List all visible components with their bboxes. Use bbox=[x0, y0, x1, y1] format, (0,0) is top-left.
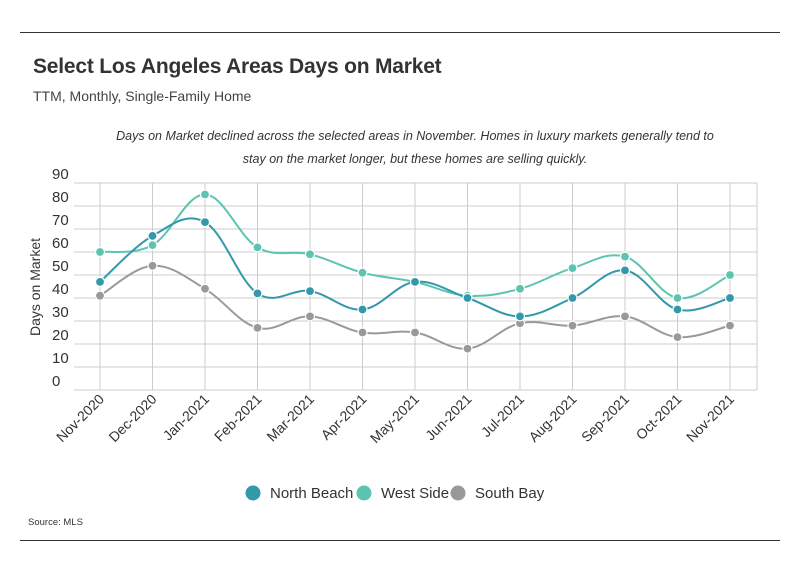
x-tick-label: Feb-2021 bbox=[211, 391, 265, 445]
x-tick-label: Oct-2021 bbox=[633, 391, 685, 443]
x-tick-label: Jul-2021 bbox=[478, 391, 527, 440]
y-tick-label: 90 bbox=[52, 166, 69, 183]
data-point-south-bay bbox=[147, 260, 158, 271]
data-point-north-beach bbox=[724, 292, 736, 304]
x-tick-label: Nov-2020 bbox=[53, 391, 107, 445]
data-point-north-beach bbox=[514, 311, 526, 322]
y-tick-label: 0 bbox=[52, 373, 60, 390]
y-tick-label: 50 bbox=[52, 258, 69, 275]
x-tick-label: Jun-2021 bbox=[422, 391, 475, 444]
y-tick-label: 10 bbox=[52, 350, 69, 367]
data-point-west-side bbox=[304, 249, 316, 260]
chart-annotation: Days on Market declined across the selec… bbox=[116, 129, 714, 166]
data-point-west-side bbox=[672, 292, 683, 304]
x-tick-label: Apr-2021 bbox=[318, 391, 370, 443]
x-tick-label: Mar-2021 bbox=[263, 391, 317, 445]
x-tick-label: May-2021 bbox=[367, 391, 422, 446]
data-point-north-beach bbox=[252, 288, 263, 299]
data-point-south-bay bbox=[357, 327, 368, 338]
x-tick-label: Sep-2021 bbox=[578, 391, 632, 445]
data-point-north-beach bbox=[94, 276, 106, 287]
data-point-west-side bbox=[94, 246, 106, 258]
y-tick-label: 60 bbox=[52, 235, 69, 252]
data-point-north-beach bbox=[619, 265, 631, 276]
data-point-north-beach bbox=[357, 304, 368, 315]
data-point-south-bay bbox=[409, 327, 421, 338]
data-point-south-bay bbox=[672, 332, 683, 343]
data-point-south-bay bbox=[199, 283, 211, 294]
data-point-west-side bbox=[514, 283, 526, 294]
source-note: Source: MLS bbox=[28, 517, 83, 528]
data-point-west-side bbox=[199, 189, 211, 200]
legend-marker-north-beach bbox=[245, 485, 261, 501]
data-point-south-bay bbox=[567, 320, 578, 331]
y-axis-label: Days on Market bbox=[27, 238, 43, 336]
data-point-west-side bbox=[567, 263, 578, 274]
data-point-north-beach bbox=[304, 286, 316, 297]
y-tick-label: 30 bbox=[52, 304, 69, 321]
data-point-south-bay bbox=[252, 322, 263, 333]
data-point-north-beach bbox=[672, 304, 683, 315]
x-tick-label: Dec-2020 bbox=[105, 391, 159, 445]
x-tick-label: Nov-2021 bbox=[683, 391, 737, 445]
data-point-south-bay bbox=[94, 290, 106, 301]
data-point-west-side bbox=[147, 240, 158, 251]
data-point-south-bay bbox=[619, 311, 631, 322]
y-tick-label: 20 bbox=[52, 327, 69, 344]
chart-title: Select Los Angeles Areas Days on Market bbox=[33, 55, 442, 78]
legend-marker-south-bay bbox=[450, 485, 466, 501]
bottom-rule bbox=[20, 540, 780, 541]
data-point-north-beach bbox=[409, 276, 421, 287]
data-point-north-beach bbox=[567, 292, 578, 304]
legend-label-south-bay: South Bay bbox=[475, 485, 545, 502]
data-point-west-side bbox=[252, 242, 263, 253]
y-tick-label: 40 bbox=[52, 281, 69, 298]
y-tick-label: 80 bbox=[52, 189, 69, 206]
data-point-west-side bbox=[724, 269, 736, 281]
data-point-west-side bbox=[619, 251, 631, 262]
data-point-north-beach bbox=[199, 217, 211, 228]
data-point-north-beach bbox=[462, 292, 473, 304]
x-tick-label: Jan-2021 bbox=[160, 391, 213, 444]
data-point-north-beach bbox=[147, 230, 158, 241]
data-point-south-bay bbox=[304, 311, 316, 322]
top-rule bbox=[20, 32, 780, 33]
chart-subtitle: TTM, Monthly, Single-Family Home bbox=[33, 88, 252, 104]
data-point-south-bay bbox=[462, 343, 473, 354]
legend-label-north-beach: North Beach bbox=[270, 485, 353, 502]
data-point-west-side bbox=[357, 267, 368, 278]
y-tick-label: 70 bbox=[52, 212, 69, 229]
x-tick-label: Aug-2021 bbox=[525, 391, 579, 445]
legend-marker-west-side bbox=[356, 485, 372, 501]
data-point-south-bay bbox=[724, 320, 736, 331]
legend-label-west-side: West Side bbox=[381, 485, 449, 502]
